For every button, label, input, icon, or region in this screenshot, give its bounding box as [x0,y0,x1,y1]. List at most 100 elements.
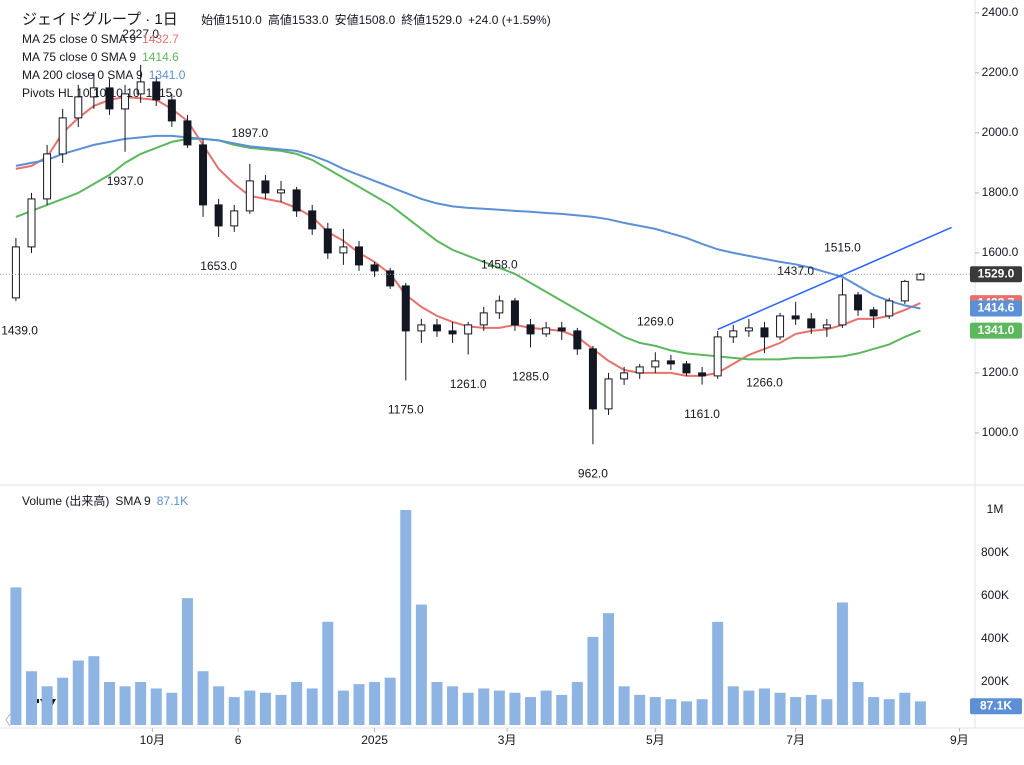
candle-body [791,315,800,320]
volume-bar [696,699,708,725]
ohlc-value: 1533.0 [291,13,329,27]
y-tick-label: 1600.0 [982,245,1019,259]
volume-bar [41,686,53,725]
pivot-label: 1269.0 [637,314,674,328]
volume-badge-label: 87.1K [980,698,1012,712]
volume-bar [899,692,911,725]
candle-body [744,327,753,332]
candle-body [214,204,223,227]
ohlc-label: 高値 [267,13,292,27]
x-tick-label: 5月 [646,733,665,747]
candle-body [277,189,286,194]
pivot-label: 1285.0 [512,370,549,384]
volume-sma-value: 87.1K [156,494,189,508]
candle-body [183,120,192,146]
volume-bar [665,699,677,725]
volume-bar [883,699,895,725]
candle-body [588,348,597,410]
volume-bar [680,701,692,725]
legend-row[interactable]: MA 25 close 0 SMA 9 1432.7 [22,30,191,48]
candle-body [666,360,675,365]
y-tick-label: 400K [981,631,1009,645]
x-tick-label: 3月 [498,733,517,747]
pivot-label: 1175.0 [388,403,424,417]
price-badge [970,266,1022,283]
candle-body [417,324,426,332]
candle-body [105,87,114,110]
volume-bar [634,694,646,725]
volume-bar [852,681,864,725]
volume-bar [571,681,583,725]
volume-bar [353,684,365,725]
candle-body [838,294,847,326]
pivot-label: 1266.0 [746,375,783,389]
trend-line [717,226,952,331]
volume-bar [119,686,131,725]
symbol-title: ジェイドグループ · 1日 [22,11,178,28]
volume-title: Volume (出来高) [22,494,110,508]
legend-row[interactable]: MA 75 close 0 SMA 9 1414.6 [22,48,191,66]
price-badge-label: 1341.0 [978,323,1015,337]
candle-body [682,363,691,374]
candle-body [11,246,20,299]
candle-body [807,318,816,329]
volume-bar [743,690,755,725]
candle-body [261,180,270,194]
header: ジェイドグループ · 1日 始値1510.0 高値1533.0 安値1508.0 終値… [22,8,563,29]
volume-bar [166,692,178,725]
candle-body [900,280,909,302]
candle-body [729,330,738,338]
volume-bar [447,686,459,725]
y-tick-label: 1800.0 [982,185,1019,199]
candle-body [354,246,363,266]
volume-bar [525,697,537,725]
volume-bar [821,699,833,725]
ohlc-label: 終値 [401,13,426,27]
candle-body [760,327,769,338]
candle-body [464,324,473,335]
indicator-legend: MA 25 close 0 SMA 9 1432.7 MA 75 close 0 S… [22,30,191,102]
pivot-label: 1653.0 [200,259,237,273]
legend-row[interactable]: Pivots HL 10 10 10 10 1515.0 [22,84,191,102]
candle-body [713,336,722,377]
scroll-arrow[interactable] [5,713,11,727]
candle-body [885,300,894,317]
volume-bar [275,694,287,725]
candle-body [573,330,582,350]
volume-bar [727,686,739,725]
price-badge [970,322,1022,339]
candle-body [698,372,707,377]
pivot-label: 1897.0 [231,126,268,140]
candle-body [292,189,301,212]
legend-value: 1515.0 [145,86,183,100]
y-tick-label: 1M [987,502,1004,516]
candle-body [495,300,504,314]
price-badge [970,300,1022,317]
volume-bar [914,701,926,725]
volume-legend: Volume (出来高) SMA 9 87.1K [22,492,194,509]
y-tick-label: 600K [981,588,1009,602]
candle-body [370,264,379,272]
volume-bar [400,509,412,725]
x-tick-label: 10月 [140,733,165,747]
volume-bar [462,692,474,725]
candle-body [432,324,441,332]
candle-body [308,210,317,230]
volume-bar [135,681,147,725]
ma-line [15,137,921,361]
volume-bar [103,681,115,725]
legend-row[interactable]: MA 200 close 0 SMA 9 1341.0 [22,66,191,84]
volume-bar [337,690,349,725]
candle-body [916,273,925,281]
pivot-label: 1437.0 [777,264,814,278]
price-badge-label: 1529.0 [978,266,1015,280]
volume-bar [384,677,396,725]
candle-body [167,99,176,122]
volume-sma-name: SMA 9 [115,494,151,508]
volume-bar [618,686,630,725]
candle-body [323,228,332,254]
volume-bar [774,692,786,725]
volume-bar [556,694,568,725]
volume-badge [970,698,1022,715]
